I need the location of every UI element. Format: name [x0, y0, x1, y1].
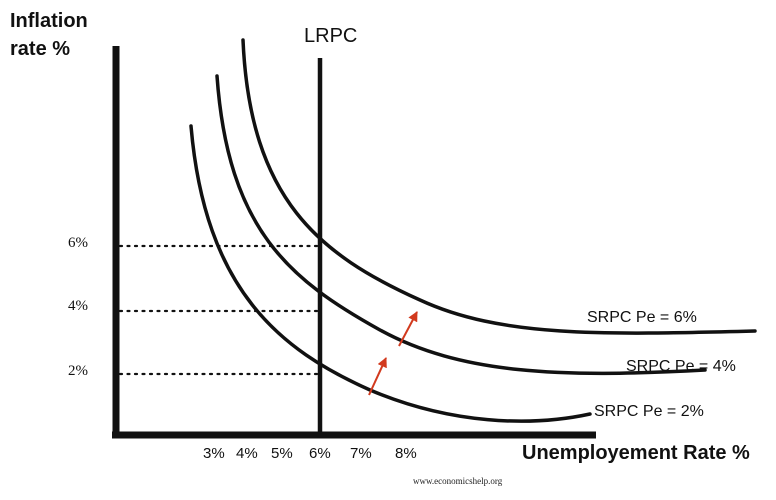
- y-axis-title-line1: Inflation: [10, 10, 88, 32]
- y-tick-label: 2%: [68, 363, 88, 379]
- shift-arrow-upper: [398, 311, 418, 347]
- lrpc-label: LRPC: [304, 25, 357, 47]
- x-tick-label: 3%: [203, 445, 225, 462]
- srpc-curve-4: [215, 74, 707, 376]
- srpc-label-2: SRPC Pe = 2%: [594, 403, 704, 420]
- x-tick-label: 4%: [236, 445, 258, 462]
- srpc-curve-2: [189, 124, 592, 423]
- source-credit: www.economicshelp.org: [413, 476, 503, 486]
- x-axis-title: Unemployement Rate %: [522, 442, 750, 464]
- x-tick-label: 7%: [350, 445, 372, 462]
- shift-arrow-lower: [368, 357, 387, 396]
- srpc-label-6: SRPC Pe = 6%: [587, 309, 697, 326]
- srpc-label-4: SRPC Pe = 4%: [626, 358, 736, 375]
- y-axis-title-line2: rate %: [10, 38, 70, 60]
- y-tick-label: 4%: [68, 298, 88, 314]
- y-tick-label: 6%: [68, 235, 88, 251]
- x-tick-label: 6%: [309, 445, 331, 462]
- x-tick-label: 5%: [271, 445, 293, 462]
- srpc-curve-6: [241, 38, 757, 335]
- x-tick-label: 8%: [395, 445, 417, 462]
